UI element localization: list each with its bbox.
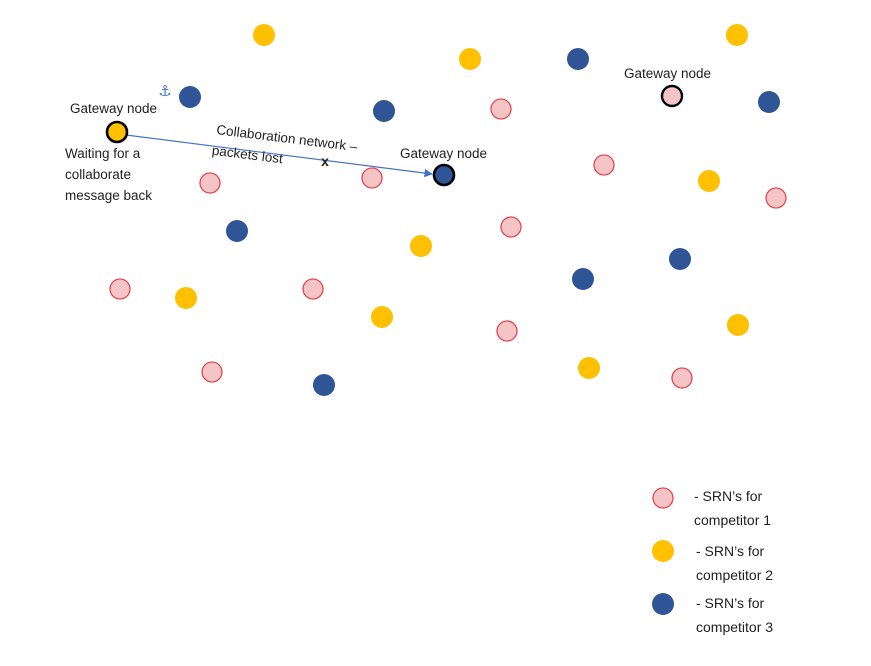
legend-swatch-competitor-1 [652, 487, 674, 509]
waiting-label-line2: collaborate [65, 167, 131, 182]
srn-node-competitor-3 [572, 268, 594, 290]
gateway-node-center [432, 163, 456, 187]
waiting-label-line3: message back [65, 188, 152, 203]
legend-label-competitor-1-line2: competitor 1 [694, 512, 771, 528]
link-label-line2: packets lost [211, 143, 284, 167]
srn-node-competitor-1 [765, 187, 787, 209]
srn-node-competitor-1 [361, 167, 383, 189]
legend-label-competitor-3-line1: - SRN’s for [696, 595, 765, 611]
srn-node-competitor-1 [496, 320, 518, 342]
srn-node-competitor-3 [179, 86, 201, 108]
srn-node-competitor-1 [302, 278, 324, 300]
srn-node-competitor-3 [226, 220, 248, 242]
srn-node-competitor-1 [593, 154, 615, 176]
collaboration-link-arrow [117, 133, 433, 178]
legend-label-competitor-2-line1: - SRN’s for [696, 543, 765, 559]
srn-node-competitor-2 [175, 287, 197, 309]
gateway-node-right [660, 84, 684, 108]
srn-node-competitor-3 [758, 91, 780, 113]
srn-node-competitor-2 [727, 314, 749, 336]
srn-node-competitor-1 [199, 172, 221, 194]
srn-node-competitor-1 [500, 216, 522, 238]
srn-node-competitor-1 [201, 361, 223, 383]
legend-swatch-competitor-3 [652, 593, 674, 615]
gateway-label-left: Gateway node [70, 101, 157, 116]
srn-node-competitor-3 [313, 374, 335, 396]
anchor-icon: ⚓ [158, 82, 171, 100]
legend: - SRN’s for competitor 1 - SRN’s for com… [652, 487, 773, 635]
waiting-label-line1: Waiting for a [65, 146, 141, 161]
srn-node-competitor-1 [490, 98, 512, 120]
legend-swatch-competitor-2 [652, 540, 674, 562]
srn-node-competitor-2 [371, 306, 393, 328]
gateway-node-left [105, 120, 129, 144]
srn-node-competitor-1 [671, 367, 693, 389]
competitor-1-nodes [109, 98, 787, 389]
srn-node-competitor-2 [698, 170, 720, 192]
srn-node-competitor-2 [726, 24, 748, 46]
srn-node-competitor-2 [459, 48, 481, 70]
srn-node-competitor-3 [567, 48, 589, 70]
legend-label-competitor-3-line2: competitor 3 [696, 619, 773, 635]
legend-label-competitor-1-line1: - SRN’s for [694, 488, 763, 504]
srn-node-competitor-3 [669, 248, 691, 270]
gateway-label-center: Gateway node [400, 146, 487, 161]
competitor-2-nodes [175, 24, 749, 379]
srn-node-competitor-2 [410, 235, 432, 257]
legend-label-competitor-2-line2: competitor 2 [696, 567, 773, 583]
competitor-3-nodes [179, 48, 780, 396]
x-mark-icon: x [321, 153, 329, 169]
srn-node-competitor-1 [109, 278, 131, 300]
gateway-label-right: Gateway node [624, 66, 711, 81]
srn-node-competitor-2 [578, 357, 600, 379]
srn-node-competitor-3 [373, 100, 395, 122]
srn-node-competitor-2 [253, 24, 275, 46]
